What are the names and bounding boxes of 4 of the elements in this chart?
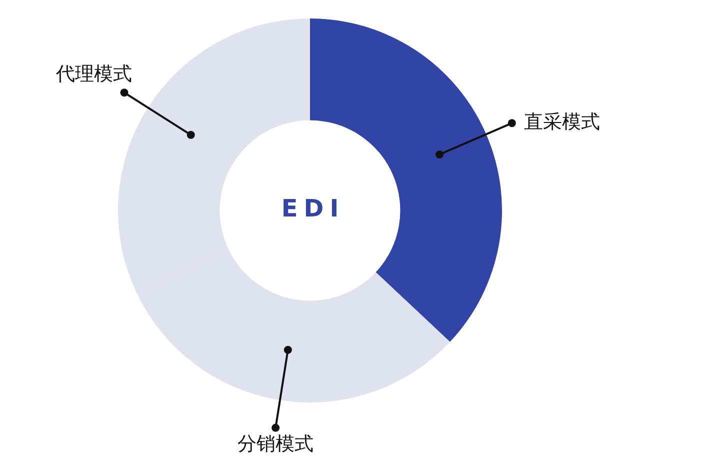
slice-label: 代理模式	[55, 63, 132, 86]
slice-label: 直采模式	[524, 111, 600, 134]
slice-label: 分销模式	[238, 433, 314, 456]
text: EDI	[281, 194, 345, 223]
